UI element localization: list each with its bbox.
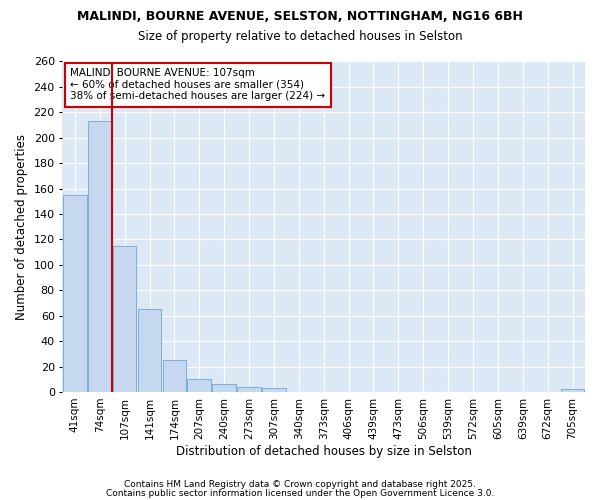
X-axis label: Distribution of detached houses by size in Selston: Distribution of detached houses by size …: [176, 444, 472, 458]
Bar: [113, 246, 136, 392]
Bar: [561, 390, 584, 392]
Bar: [138, 310, 161, 392]
Bar: [237, 387, 261, 392]
Bar: [212, 384, 236, 392]
Text: MALINDI, BOURNE AVENUE, SELSTON, NOTTINGHAM, NG16 6BH: MALINDI, BOURNE AVENUE, SELSTON, NOTTING…: [77, 10, 523, 23]
Bar: [63, 195, 87, 392]
Y-axis label: Number of detached properties: Number of detached properties: [15, 134, 28, 320]
Bar: [88, 121, 112, 392]
Text: Contains public sector information licensed under the Open Government Licence 3.: Contains public sector information licen…: [106, 488, 494, 498]
Text: Contains HM Land Registry data © Crown copyright and database right 2025.: Contains HM Land Registry data © Crown c…: [124, 480, 476, 489]
Text: MALINDI BOURNE AVENUE: 107sqm
← 60% of detached houses are smaller (354)
38% of : MALINDI BOURNE AVENUE: 107sqm ← 60% of d…: [70, 68, 325, 102]
Bar: [262, 388, 286, 392]
Bar: [163, 360, 186, 392]
Text: Size of property relative to detached houses in Selston: Size of property relative to detached ho…: [137, 30, 463, 43]
Bar: [187, 379, 211, 392]
